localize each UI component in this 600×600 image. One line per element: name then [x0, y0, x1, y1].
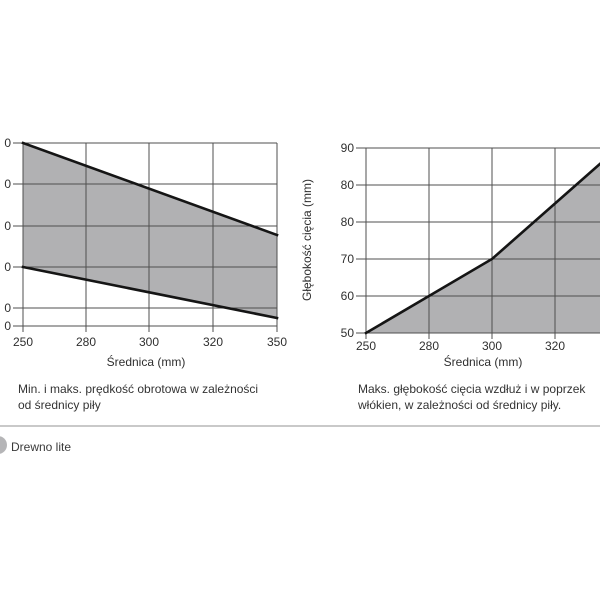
y-tick-label: 0: [4, 319, 11, 333]
left-chart-x-tick-labels: 250 280 300 320 350: [13, 335, 287, 349]
x-tick-label: 280: [419, 339, 439, 353]
section-divider: [0, 425, 600, 427]
caption-line: Min. i maks. prędkość obrotowa w zależno…: [18, 382, 259, 396]
right-chart-shaded-area: [366, 163, 600, 333]
left-chart-caption: Min. i maks. prędkość obrotowa w zależno…: [18, 381, 258, 413]
right-chart-x-axis-title: Średnica (mm): [444, 354, 523, 369]
y-tick-label: 0: [4, 219, 11, 233]
x-tick-label: 250: [13, 335, 33, 349]
y-tick-label: 0: [4, 301, 11, 315]
right-chart-caption: Maks. głębokość cięcia wzdłuż i w poprze…: [358, 381, 585, 413]
right-chart-tick-marks: [356, 147, 556, 339]
right-chart-x-tick-labels: 250 280 300 320: [356, 339, 565, 353]
solid-wood-swatch-icon: [0, 436, 7, 454]
right-chart: 90 80 80 70 60 50 250 280 300 320 Głębok…: [300, 141, 600, 369]
y-tick-label: 80: [341, 178, 355, 192]
left-chart-tick-marks: [13, 142, 278, 332]
min-speed-line: [21, 265, 279, 320]
charts-canvas: 0 0 0 0 0 0 250 280 300 320 350 Średnica…: [4, 136, 600, 369]
right-chart-y-axis-title: Głębokość cięcia (mm): [300, 179, 314, 301]
y-tick-label: 50: [341, 326, 355, 340]
left-chart-x-axis-title: Średnica (mm): [107, 354, 186, 369]
x-tick-label: 300: [482, 339, 502, 353]
x-tick-label: 250: [356, 339, 376, 353]
y-tick-label: 80: [341, 215, 355, 229]
x-tick-label: 350: [267, 335, 287, 349]
y-tick-label: 0: [4, 177, 11, 191]
left-chart-y-tick-labels: 0 0 0 0 0 0: [4, 136, 11, 333]
y-tick-label: 60: [341, 289, 355, 303]
legend-label: Drewno lite: [11, 440, 72, 454]
x-tick-label: 320: [545, 339, 565, 353]
x-tick-label: 280: [76, 335, 96, 349]
x-tick-label: 300: [139, 335, 159, 349]
x-tick-label: 320: [203, 335, 223, 349]
caption-line: włókien, w zależności od średnicy piły.: [358, 398, 562, 412]
y-tick-label: 0: [4, 136, 11, 150]
left-chart-gridlines: [22, 142, 278, 327]
y-tick-label: 70: [341, 252, 355, 266]
caption-line: Maks. głębokość cięcia wzdłuż i w poprze…: [358, 382, 586, 396]
left-chart: 0 0 0 0 0 0 250 280 300 320 350 Średnica…: [4, 136, 287, 369]
cut-depth-line: [364, 162, 600, 335]
max-speed-line: [21, 141, 279, 237]
y-tick-label: 0: [4, 260, 11, 274]
right-chart-y-tick-labels: 90 80 80 70 60 50: [341, 141, 355, 340]
y-tick-label: 90: [341, 141, 355, 155]
caption-line: od średnicy piły: [18, 398, 101, 412]
